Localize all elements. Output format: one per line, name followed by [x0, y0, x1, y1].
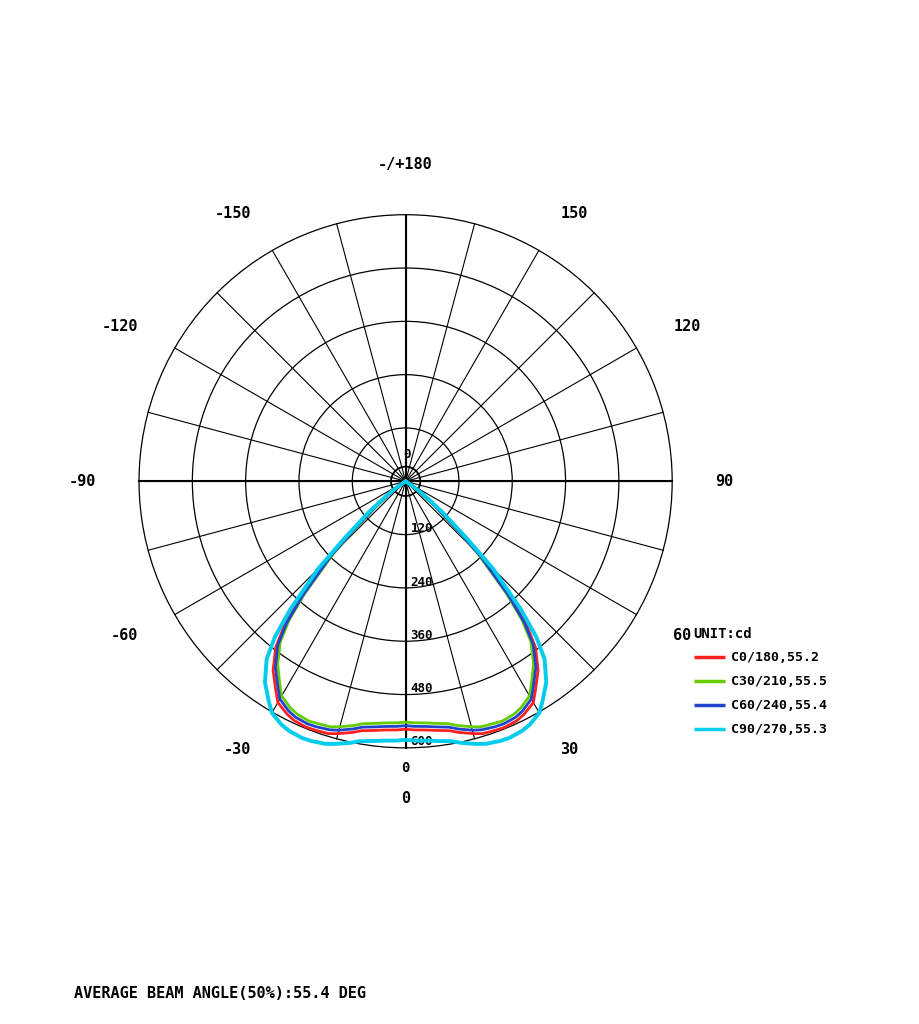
- Text: 0: 0: [401, 761, 409, 775]
- Text: -90: -90: [69, 474, 96, 488]
- Text: 360: 360: [410, 629, 433, 642]
- Text: -30: -30: [223, 741, 251, 757]
- Text: 240: 240: [410, 575, 433, 589]
- Text: 0: 0: [401, 791, 410, 806]
- Text: -/+180: -/+180: [378, 157, 433, 172]
- Text: -60: -60: [110, 629, 138, 643]
- Text: 60: 60: [673, 629, 691, 643]
- Text: -150: -150: [214, 206, 251, 221]
- Text: 30: 30: [560, 741, 578, 757]
- Text: 90: 90: [714, 474, 732, 488]
- Text: 120: 120: [673, 319, 700, 334]
- Text: C60/240,55.4: C60/240,55.4: [730, 698, 826, 712]
- Text: -120: -120: [101, 319, 138, 334]
- Text: 150: 150: [560, 206, 587, 221]
- Text: 0: 0: [403, 449, 410, 461]
- Text: C0/180,55.2: C0/180,55.2: [730, 650, 818, 664]
- Text: C90/270,55.3: C90/270,55.3: [730, 723, 826, 735]
- Text: 480: 480: [410, 682, 433, 695]
- Text: C30/210,55.5: C30/210,55.5: [730, 675, 826, 688]
- Text: 600: 600: [410, 735, 433, 749]
- Text: UNIT:cd: UNIT:cd: [693, 628, 752, 641]
- Text: 120: 120: [410, 522, 433, 536]
- Text: AVERAGE BEAM ANGLE(50%):55.4 DEG: AVERAGE BEAM ANGLE(50%):55.4 DEG: [74, 986, 365, 1001]
